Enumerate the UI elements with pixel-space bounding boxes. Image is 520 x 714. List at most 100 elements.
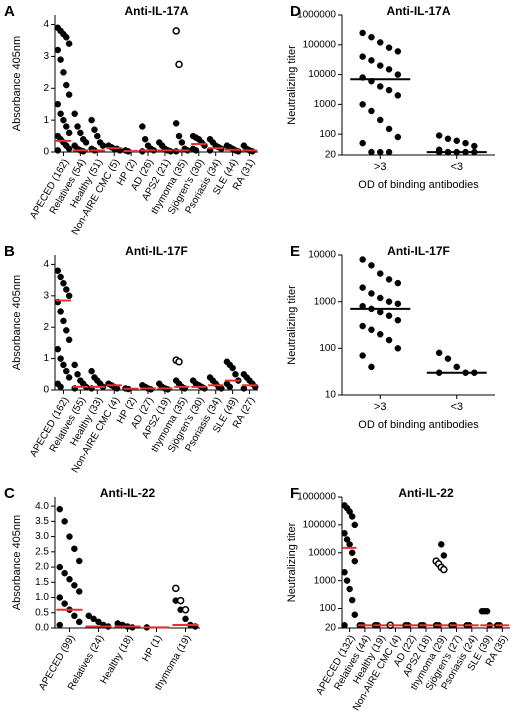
point [66,533,73,540]
point [359,101,366,108]
point [368,363,375,371]
point [394,345,402,352]
y-tick-label: 1000000 [297,10,336,21]
point [385,66,393,73]
panel-title: Anti-IL-22 [100,486,156,500]
y-tick-label: 3.0 [35,531,49,542]
point [56,505,64,513]
point [56,594,64,601]
y-tick-label: 1 [43,115,49,126]
point [226,383,234,391]
panel-letter: F [290,485,299,502]
x-tick-label: >3 [374,401,387,413]
point [57,383,64,391]
point [63,34,70,41]
panel-title: Anti-IL-17A [125,4,189,18]
y-tick-label: 1.0 [35,592,49,603]
point [435,132,443,139]
panel-letter: C [4,485,15,502]
point [65,336,73,344]
point [95,618,102,626]
y-tick-label: 1000 [314,575,337,586]
y-tick-label: 10 [325,390,337,401]
point [65,374,73,381]
y-tick-label: 2.5 [35,546,49,557]
point [368,57,375,64]
point [75,557,83,565]
point [60,280,67,287]
point [435,349,443,357]
point [394,48,402,55]
point [60,116,67,124]
y-axis-label: Absorbance 405nm [11,515,23,610]
point [61,518,68,525]
y-tick-label: 100 [319,603,336,614]
x-axis-label: OD of binding antibodies [358,419,479,431]
point [57,110,64,118]
point [351,521,359,529]
y-tick-label: 3 [43,290,49,301]
point [348,596,356,604]
point [61,600,68,607]
point [394,133,402,141]
x-axis-label: OD of binding antibodies [358,179,479,191]
y-tick-label: 20 [325,150,337,161]
y-tick-label: 100 [319,129,336,140]
y-tick-label: 20 [325,623,337,634]
point [71,582,78,589]
y-axis-label: Absorbance 405nm [11,275,23,370]
point [346,585,353,593]
point [63,367,70,375]
y-tick-label: 10000 [308,547,336,558]
y-tick-label: 10000 [308,250,336,261]
y-tick-label: 0.0 [35,623,49,634]
point [57,273,64,281]
open-point [181,605,190,614]
point [54,100,62,108]
point [348,549,356,557]
point [343,577,351,584]
point [74,123,81,130]
point [377,62,384,69]
point [385,125,393,133]
point [192,147,200,154]
y-tick-label: 100000 [303,39,337,50]
point [351,611,359,618]
y-tick-label: 0 [43,147,49,158]
point [82,139,90,146]
point [359,53,366,60]
open-point [440,565,448,574]
panel-title: Anti-IL-17F [125,244,188,258]
point [359,322,366,330]
y-tick-label: 4.0 [35,501,49,512]
y-tick-label: 2 [43,83,49,94]
point [348,513,356,520]
point [54,46,62,54]
point [74,371,81,378]
open-point [172,584,180,593]
point [66,576,73,583]
y-tick-label: 10000 [308,69,336,80]
point [368,326,375,334]
point [113,385,121,392]
point [368,33,375,41]
open-point [175,357,183,366]
point [63,286,70,293]
point [359,284,366,291]
point [54,345,62,353]
y-tick-label: 100000 [303,520,337,531]
y-axis-label: Neutralizing titer [286,45,298,125]
point [385,86,393,94]
y-axis-label: Neutralizing titer [286,285,298,365]
point [341,568,348,576]
point [471,142,478,150]
point [394,300,402,308]
point [368,107,375,115]
point [71,110,78,118]
y-tick-label: 0 [43,385,49,396]
point [65,292,73,300]
point [60,69,67,76]
panel-letter: A [4,3,15,20]
point [453,363,460,371]
x-tick-label: <3 [450,161,463,173]
